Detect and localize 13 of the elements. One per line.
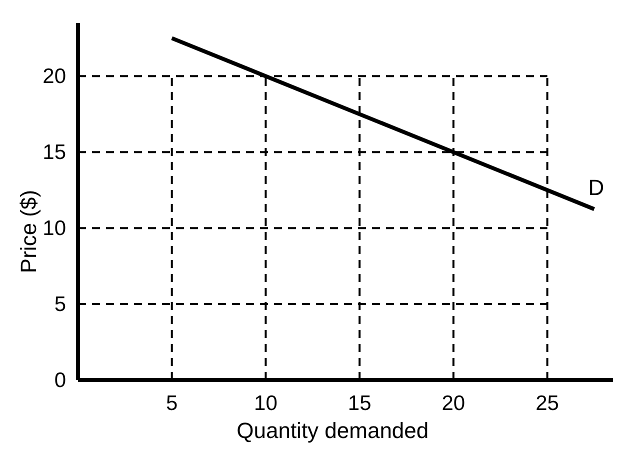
x-tick-label: 5 [166,392,178,415]
y-tick-label: 15 [42,141,66,164]
x-tick-label: 10 [254,392,278,415]
x-tick-label: 20 [442,392,466,415]
x-axis-title: Quantity demanded [236,418,429,443]
y-axis-title: Price ($) [16,190,41,274]
y-tick-label: 20 [42,65,66,88]
series-label: D [588,175,604,200]
y-tick-label: 10 [42,217,66,240]
x-tick-label: 25 [536,392,559,415]
y-tick-label: 0 [54,369,66,392]
x-tick-label: 15 [348,392,372,415]
y-tick-label: 5 [54,293,66,316]
